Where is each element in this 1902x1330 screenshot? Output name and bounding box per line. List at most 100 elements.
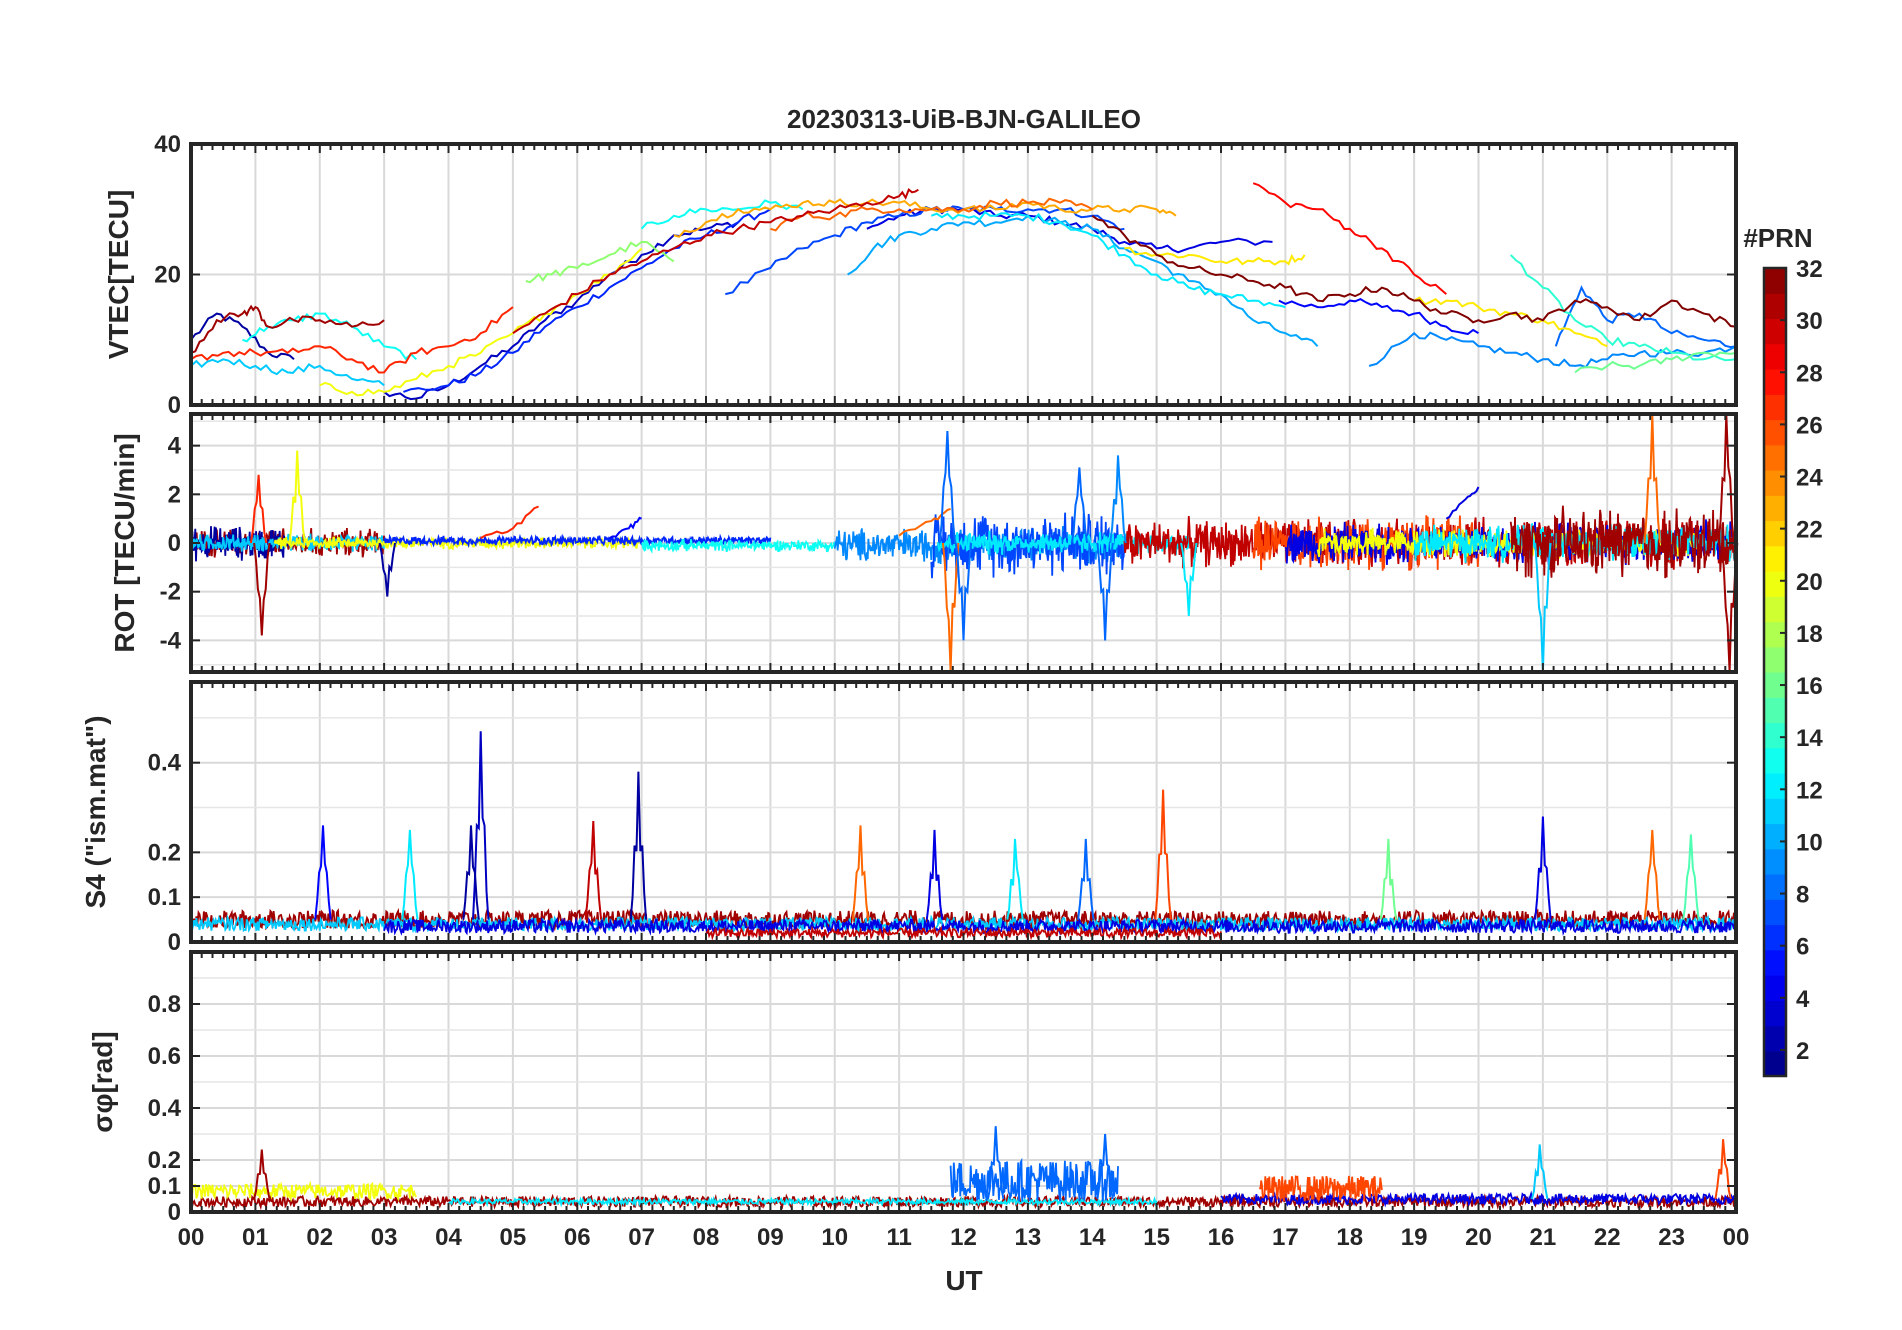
colorbar-band	[1764, 419, 1786, 446]
sigma-phi-frame	[189, 950, 1738, 1214]
rot-panel: -4 -2 0 2 4 ROT [TECU/min]	[109, 412, 1739, 674]
y-tick-label: -4	[160, 627, 182, 654]
colorbar-tick-label: 28	[1796, 360, 1823, 387]
vtec-series-prn-27	[190, 306, 514, 374]
x-tick-label: 19	[1401, 1224, 1428, 1251]
vtec-y-axis: 0 20 40	[154, 131, 1736, 419]
colorbar-band	[1764, 747, 1786, 774]
vtec-series-prn-13	[640, 199, 804, 230]
colorbar-band	[1764, 773, 1786, 799]
colorbar-tick-label: 8	[1796, 882, 1809, 909]
colorbar-band	[1764, 848, 1786, 875]
sigma-phi-panel: 00.10.2 0.4 0.6 0.8 σφ[rad]	[87, 950, 1738, 1226]
colorbar-tick-label: 30	[1796, 308, 1823, 335]
vtec-series-prn-11	[190, 358, 385, 387]
x-tick-label: 21	[1530, 1224, 1557, 1251]
x-tick-label: 06	[564, 1224, 591, 1251]
x-minor-ticks	[190, 682, 1737, 942]
sigma_phi-spike-prn-11	[1530, 1144, 1549, 1200]
vtec-series-prn-2	[190, 312, 295, 361]
y-tick-label: 0.4	[148, 750, 182, 777]
colorbar-band	[1764, 293, 1786, 320]
sigma-phi-ylabel: σφ[rad]	[87, 1031, 118, 1132]
s4-y-axis: 0 0.1 0.2 0.4	[148, 750, 1736, 956]
y-tick-label: 4	[168, 433, 182, 460]
colorbar-tick-label: 16	[1796, 673, 1823, 700]
colorbar-band	[1764, 268, 1786, 294]
sigma-phi-grid	[191, 952, 1736, 1212]
y-tick-label: 2	[168, 481, 181, 508]
x-tick-label: 23	[1658, 1224, 1685, 1251]
s4-spike-prn-3	[472, 731, 490, 920]
colorbar-band	[1764, 874, 1786, 900]
colorbar-tick-label: 6	[1796, 934, 1809, 961]
vtec-ylabel: VTEC[TECU]	[103, 190, 134, 360]
sigma_phi-spike-prn-8	[1096, 1133, 1114, 1200]
spike	[253, 542, 271, 636]
spike	[378, 542, 397, 597]
s4-spike-prn-2	[462, 825, 480, 920]
vtec-series-prn-14	[1509, 254, 1737, 362]
x-tick-label: 00	[1723, 1224, 1750, 1251]
colorbar-band	[1764, 899, 1786, 926]
spike	[1096, 542, 1114, 641]
x-tick-label: 16	[1208, 1224, 1235, 1251]
colorbar-band	[1764, 949, 1786, 976]
y-tick-label: -2	[160, 579, 181, 606]
y-tick-label: 0.2	[148, 839, 181, 866]
s4-spike-prn-8	[1077, 838, 1095, 920]
x-tick-label: 17	[1272, 1224, 1299, 1251]
colorbar-band	[1764, 444, 1786, 471]
s4-spike-prn-12	[1006, 838, 1024, 920]
rot-y-axis: -4 -2 0 2 4	[160, 433, 1736, 654]
rot-trend-prn-5	[608, 516, 642, 539]
vtec-grid	[191, 144, 1736, 405]
spike	[1180, 542, 1198, 617]
colorbar-frame	[1762, 266, 1788, 1078]
s4-spike-prn-4	[1534, 816, 1552, 920]
colorbar-band	[1764, 1000, 1786, 1027]
y-tick-label: 0.1	[148, 1173, 181, 1200]
s4-spike-prn-25	[851, 825, 870, 920]
rot-trend-prn-4	[1445, 486, 1480, 520]
colorbar-band	[1764, 1050, 1786, 1077]
x-tick-label: 15	[1143, 1224, 1170, 1251]
y-tick-label: 0	[168, 929, 181, 956]
vtec-series-prn-17	[525, 240, 675, 284]
y-tick-label: 20	[154, 262, 181, 289]
x-minor-ticks	[190, 414, 1737, 672]
sigma_phi-spike-prn-8	[987, 1126, 1005, 1200]
x-tick-label: 03	[371, 1224, 398, 1251]
vtec-series-prn-9	[1368, 331, 1737, 369]
colorbar-tick-label: 24	[1796, 465, 1823, 492]
vtec-series-prn-16	[1574, 351, 1737, 374]
x-tick-label: 00	[178, 1224, 205, 1251]
vtec-series-prn-25	[770, 197, 1093, 232]
colorbar-tick-label: 20	[1796, 569, 1823, 596]
colorbar-tick-label: 14	[1796, 725, 1823, 752]
x-minor-ticks	[190, 952, 1737, 1212]
colorbar-band	[1764, 697, 1786, 724]
vtec-series-prn-31	[190, 304, 385, 354]
s4-spike-prn-2	[629, 771, 648, 920]
colorbar-band	[1764, 798, 1786, 825]
x-tick-label: 09	[757, 1224, 784, 1251]
colorbar-band	[1764, 1025, 1786, 1052]
y-tick-label: 0.1	[148, 884, 181, 911]
rot-series-prn-20	[1316, 527, 1705, 559]
x-tick-label: 10	[821, 1224, 848, 1251]
colorbar-band	[1764, 545, 1786, 572]
s4-frame	[189, 680, 1738, 944]
colorbar-tick-label: 2	[1796, 1038, 1809, 1065]
y-tick-label: 0.4	[148, 1095, 182, 1122]
spike	[249, 474, 268, 544]
spike	[1109, 455, 1127, 544]
s4-spike-prn-26	[1154, 789, 1172, 920]
s4-grid	[191, 682, 1736, 942]
x-tick-label: 01	[242, 1224, 269, 1251]
colorbar-band	[1764, 318, 1786, 345]
y-tick-label: 0.8	[148, 991, 181, 1018]
x-tick-label: 14	[1079, 1224, 1106, 1251]
sigma-phi-series-prn-4	[1220, 1190, 1737, 1208]
